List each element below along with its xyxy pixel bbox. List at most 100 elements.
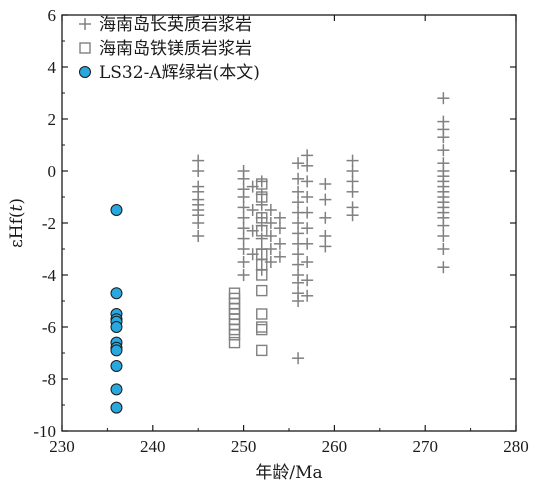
plus-point [437, 243, 450, 255]
square-point [228, 329, 241, 341]
plus-point [319, 211, 332, 224]
plus-point [292, 258, 305, 271]
plus-point [437, 230, 450, 242]
plus-point [437, 131, 450, 144]
plus-point [273, 237, 286, 250]
plus-point [301, 191, 314, 203]
plus-point [301, 256, 314, 268]
square-point [256, 225, 268, 237]
x-tick-label: 270 [412, 437, 438, 456]
square-point [256, 323, 268, 336]
plus-point [292, 227, 305, 240]
plus-point [346, 209, 359, 222]
plus-point [301, 237, 314, 250]
square-point [256, 178, 268, 190]
plus-point [301, 206, 314, 219]
legend-marker [79, 42, 91, 54]
plus-point [437, 92, 450, 105]
square-point [256, 284, 268, 297]
y-axis-label: εHf(t) [7, 198, 27, 248]
legend-label: 海南岛长英质岩浆岩 [99, 15, 252, 35]
y-tick-label: -2 [42, 214, 56, 233]
y-tick-label: -6 [42, 318, 56, 337]
circle-point [110, 321, 123, 333]
square-point [228, 336, 241, 349]
plus-point [301, 175, 314, 188]
plus-point [292, 172, 305, 185]
plus-point [292, 352, 305, 365]
square-point [256, 308, 268, 320]
series-2 [228, 178, 268, 357]
plus-point [346, 165, 359, 177]
plus-point [255, 175, 268, 188]
series-3 [110, 204, 123, 414]
y-tick-label: 2 [48, 110, 57, 129]
plus-point [301, 159, 314, 172]
circle-point [110, 204, 123, 216]
plus-point [264, 204, 277, 216]
plus-point [301, 149, 314, 162]
plus-point [292, 295, 305, 307]
y-tick-label: 6 [48, 6, 57, 25]
plus-point [346, 154, 359, 167]
plus-point [292, 276, 305, 289]
square-point [256, 191, 268, 203]
plus-point [319, 193, 332, 206]
plus-point [192, 165, 205, 177]
plus-point [301, 274, 314, 287]
axes-layer: 230 240 250 260 270 280 -10 -8 -6 -4 -2 0 2 4 6 [33, 6, 528, 456]
plus-point [346, 185, 359, 198]
x-tick-label: 240 [140, 437, 166, 456]
plus-point [273, 211, 286, 224]
y-tick-label: 0 [48, 162, 57, 181]
plus-point [237, 172, 250, 185]
circle-point [110, 383, 123, 396]
x-tick-label: 260 [322, 437, 348, 456]
legend-label: LS32-A辉绿岩(本文) [99, 63, 260, 83]
plus-point [237, 201, 250, 214]
plus-point [301, 289, 314, 302]
plus-point [237, 243, 250, 255]
legend-marker [79, 18, 91, 30]
plus-point [237, 191, 250, 203]
plus-point [292, 196, 305, 209]
square-point [256, 258, 268, 271]
plus-point [273, 222, 286, 235]
plus-point [192, 217, 205, 229]
square-point [256, 344, 268, 357]
plus-point [437, 261, 450, 274]
plus-point [237, 222, 250, 235]
plus-point [292, 157, 305, 170]
plus-point [292, 248, 305, 261]
plus-point [292, 185, 305, 198]
plus-point [255, 198, 268, 211]
y-tick-label: -10 [33, 422, 56, 441]
circle-point [110, 401, 123, 414]
plus-point [437, 144, 450, 157]
plus-point [246, 204, 259, 216]
plus-point [319, 230, 332, 242]
plus-point [319, 240, 332, 253]
plus-point [237, 256, 250, 268]
circle-point [110, 360, 123, 372]
square-point [256, 212, 268, 224]
x-tick-label: 250 [231, 437, 257, 456]
circle-point [110, 344, 123, 357]
circle-point [110, 287, 123, 300]
plus-point [237, 211, 250, 224]
square-point [256, 248, 268, 260]
x-tick-label: 280 [503, 437, 529, 456]
points-layer [110, 92, 450, 414]
y-tick-label: -8 [42, 370, 56, 389]
plus-point [273, 250, 286, 263]
plus-point [237, 269, 250, 281]
x-axis-label: 年龄/Ma [255, 463, 322, 483]
plus-point [301, 222, 314, 235]
plus-point [319, 178, 332, 190]
plus-point [192, 154, 205, 167]
x-tick-label: 230 [49, 437, 75, 456]
plus-point [255, 188, 268, 201]
plus-point [346, 175, 359, 188]
